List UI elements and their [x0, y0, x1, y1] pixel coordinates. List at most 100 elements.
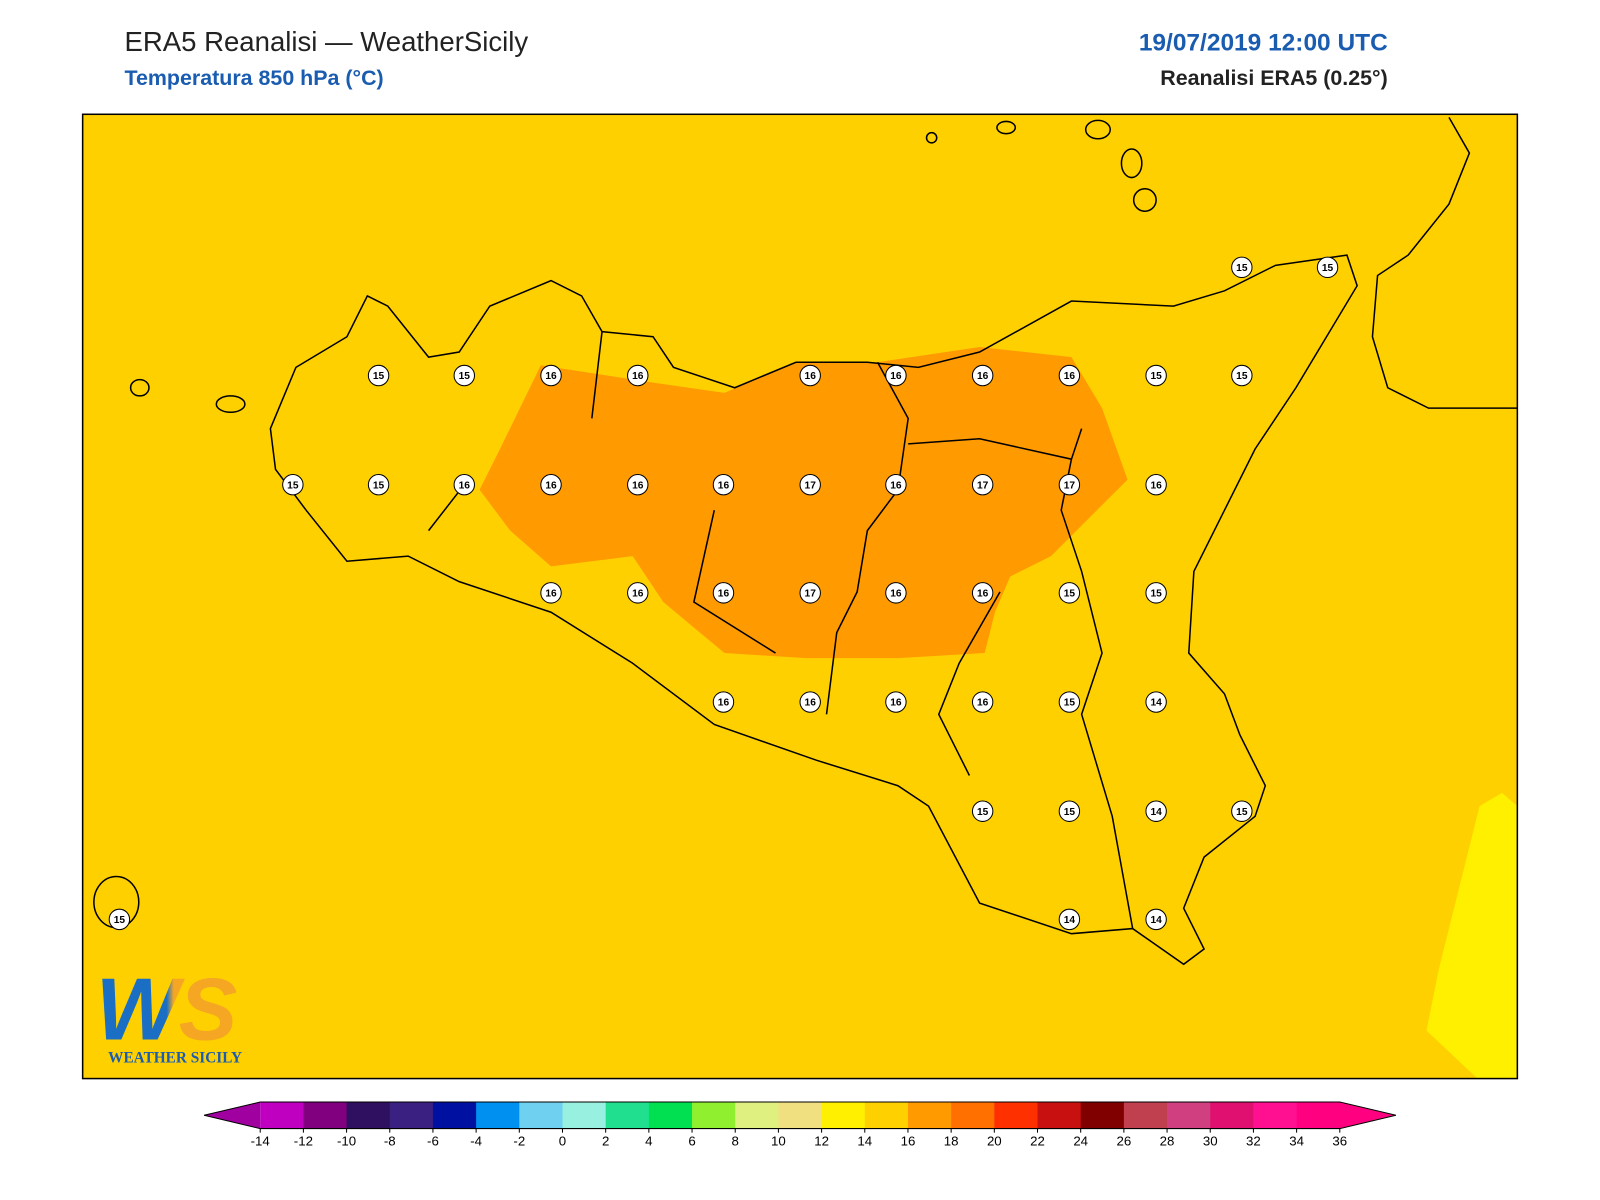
station-marker: [282, 473, 304, 496]
colorbar-tick-label: 24: [1073, 1133, 1088, 1148]
colorbar-tick-label: 10: [771, 1133, 786, 1148]
colorbar-segment: [346, 1102, 391, 1129]
station-marker: [367, 364, 390, 387]
station-value: 16: [977, 589, 989, 600]
station-value: 16: [890, 371, 902, 382]
station-value: 15: [1236, 263, 1248, 274]
station-marker: [627, 364, 649, 387]
station-marker: [1231, 364, 1253, 387]
colorbar-segment: [1037, 1102, 1082, 1129]
station-value: 15: [1236, 807, 1248, 818]
station-marker: [1145, 364, 1167, 387]
station-marker: [1058, 800, 1081, 822]
colorbar-tick-label: 36: [1332, 1133, 1347, 1148]
station-value: 15: [1150, 589, 1162, 600]
colorbar-segment: [605, 1102, 650, 1129]
station-value: 15: [977, 807, 989, 818]
station-marker: [1058, 473, 1081, 496]
logo-mark: WS: [96, 961, 237, 1059]
coastline-sicily: [269, 254, 1358, 966]
station-marker: [799, 691, 821, 713]
colorbar-tick-label: 22: [1030, 1133, 1045, 1148]
station-value: 14: [1064, 915, 1076, 926]
station-value: 15: [1150, 371, 1162, 382]
coastline-calabria: [1371, 116, 1518, 409]
station-value: 16: [1064, 371, 1076, 382]
field-16-18: [479, 346, 1128, 659]
station-value: 15: [1064, 807, 1076, 818]
logo-text: WEATHER SICILY: [108, 1050, 242, 1067]
station-value: 16: [1150, 480, 1162, 491]
station-marker: [1231, 256, 1253, 279]
subtitle: Temperatura 850 hPa (°C): [124, 66, 383, 90]
station-marker: [971, 473, 994, 496]
station-marker: [367, 473, 390, 496]
station-marker: [885, 364, 907, 387]
station-value: 17: [805, 480, 817, 491]
colorbar-segment: [821, 1102, 866, 1129]
station-value: 15: [1064, 589, 1076, 600]
station-value: 16: [977, 371, 989, 382]
colorbar-tick-label: -8: [384, 1133, 396, 1148]
station-marker: [108, 908, 131, 931]
provincial-borders: [427, 331, 1134, 929]
station-marker: [1145, 473, 1167, 496]
colorbar-tick-label: 12: [814, 1133, 829, 1148]
station-value: 17: [805, 589, 817, 600]
colorbar-segment: [562, 1102, 607, 1129]
colorbar-segment: [648, 1102, 693, 1129]
colorbar-segment: [994, 1102, 1039, 1129]
colorbar-tick-label: 18: [944, 1133, 959, 1148]
colorbar-over: [1339, 1102, 1396, 1129]
logo: WS WEATHER SICILY: [96, 961, 242, 1067]
colorbar-tick-label: -12: [294, 1133, 313, 1148]
station-marker: [1058, 364, 1081, 387]
station-labels: 15 15 15 15 16 16 16 16 16 16 15 15 15 15 16 16 16 16 17 16…: [108, 256, 1339, 931]
station-value: 15: [1064, 698, 1076, 709]
station-marker: [540, 582, 562, 604]
station-value: 14: [1150, 698, 1162, 709]
station-marker: [885, 582, 907, 604]
colorbar-segment: [778, 1102, 823, 1129]
colorbar-segment: [735, 1102, 779, 1129]
colorbar-tick-label: -2: [513, 1133, 525, 1148]
station-marker: [1145, 582, 1167, 604]
station-marker: [885, 691, 907, 713]
station-value: 16: [890, 589, 902, 600]
colorbar-tick-label: 28: [1160, 1133, 1175, 1148]
colorbar-tick-label: 0: [559, 1133, 566, 1148]
colorbar-segment: [432, 1102, 477, 1129]
station-marker: [712, 473, 735, 496]
station-value: 16: [545, 480, 557, 491]
colorbar-tick-label: -10: [337, 1133, 356, 1148]
colorbar-tick-label: 26: [1117, 1133, 1132, 1148]
station-marker: [1058, 908, 1081, 931]
station-value: 15: [114, 915, 126, 926]
colorbar-segment: [864, 1102, 909, 1129]
colorbar-segment: [1296, 1102, 1341, 1129]
colorbar-tick-label: -6: [427, 1133, 439, 1148]
station-value: 16: [632, 589, 644, 600]
title: ERA5 Reanalisi — WeatherSicily: [124, 26, 528, 57]
station-value: 15: [1322, 263, 1334, 274]
map: 15 15 15 15 16 16 16 16 16 16 15 15 15 15 16 16 16 16 17 16…: [81, 113, 1519, 1080]
station-marker: [627, 582, 649, 604]
station-marker: [453, 364, 475, 387]
colorbar-tick-label: 2: [602, 1133, 609, 1148]
station-marker: [712, 582, 735, 604]
colorbar-segment: [1253, 1102, 1298, 1129]
colorbar-tick-label: 8: [732, 1133, 739, 1148]
station-marker: [1145, 691, 1167, 713]
field-12-14: [1426, 792, 1518, 1079]
colorbar-tick-label: -4: [470, 1133, 482, 1148]
station-marker: [799, 582, 821, 604]
colorbar-segment: [951, 1102, 995, 1129]
colorbar-segment: [389, 1102, 434, 1129]
station-value: 17: [977, 480, 989, 491]
station-marker: [971, 364, 994, 387]
colorbar: -14 -12 -10 -8 -6 -4 -2 0 2 4 6 8 10 12 14 16 18 20 22 24 26…: [203, 1101, 1397, 1148]
colorbar-segment: [907, 1102, 952, 1129]
station-value: 15: [1236, 371, 1248, 382]
